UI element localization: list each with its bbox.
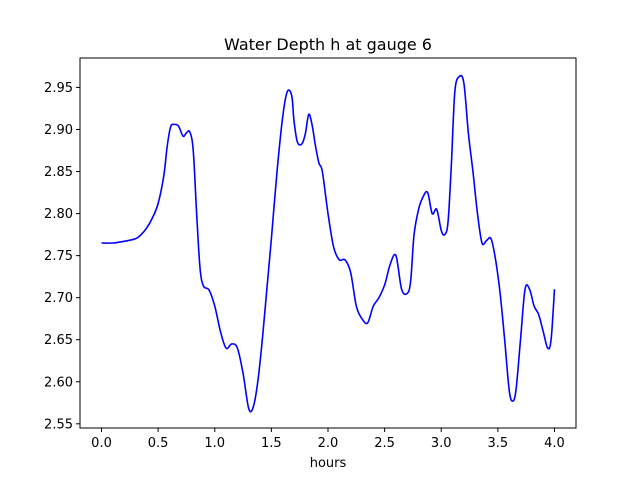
y-tick-label: 2.75 [44,249,73,264]
x-tick-label: 3.0 [431,436,452,451]
x-axis-label: hours [310,456,347,471]
y-tick-label: 2.85 [44,165,73,180]
x-tick-label: 3.5 [488,436,509,451]
y-tick-label: 2.80 [44,207,73,222]
x-axis-ticks: 0.0 0.5 1.0 1.5 2.0 2.5 3.0 3.5 4.0 [91,428,565,451]
y-axis-ticks: 2.55 2.60 2.65 2.70 2.75 2.80 2.85 2.90 2.95 [44,81,80,432]
y-tick-label: 2.90 [44,123,73,138]
x-tick-label: 2.5 [374,436,395,451]
y-tick-label: 2.65 [44,333,73,348]
x-tick-label: 0.5 [148,436,169,451]
x-tick-label: 1.0 [204,436,225,451]
x-tick-label: 1.5 [261,436,282,451]
series-line-0 [101,74,556,413]
x-tick-label: 0.0 [91,436,112,451]
y-tick-label: 2.70 [44,291,73,306]
y-tick-label: 2.55 [44,417,73,432]
y-tick-label: 2.95 [44,81,73,96]
axes-frame [79,57,577,429]
y-tick-label: 2.60 [44,375,73,390]
chart-title: Water Depth h at gauge 6 [224,35,432,54]
plot-area [101,74,556,413]
x-tick-label: 4.0 [544,436,565,451]
x-tick-label: 2.0 [318,436,339,451]
